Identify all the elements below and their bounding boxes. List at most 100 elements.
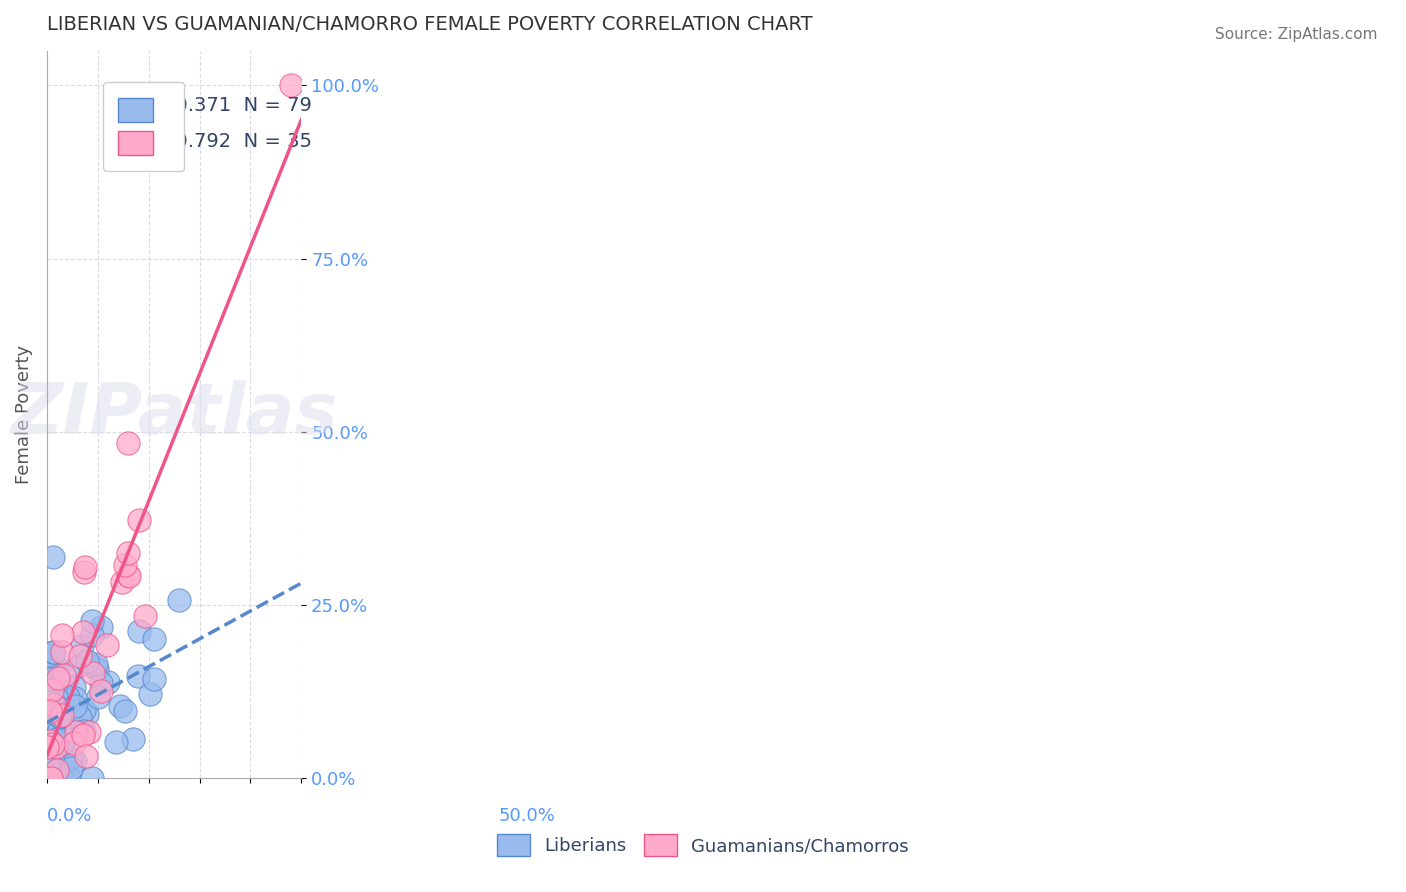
Point xyxy=(72,624,94,639)
Point xyxy=(38,673,60,687)
Point xyxy=(97,675,120,690)
Point xyxy=(37,734,59,748)
Point xyxy=(41,698,63,712)
Point xyxy=(42,698,65,712)
Text: LIBERIAN VS GUAMANIAN/CHAMORRO FEMALE POVERTY CORRELATION CHART: LIBERIAN VS GUAMANIAN/CHAMORRO FEMALE PO… xyxy=(46,15,813,34)
Point xyxy=(86,662,108,676)
Point xyxy=(46,671,69,685)
Point xyxy=(108,698,131,713)
Point xyxy=(82,665,104,680)
Point xyxy=(42,645,65,659)
Point xyxy=(56,690,79,704)
Point xyxy=(58,727,80,741)
Point xyxy=(42,737,65,751)
Point xyxy=(58,771,80,785)
Point xyxy=(117,546,139,560)
Point xyxy=(42,549,65,564)
Point xyxy=(65,724,87,739)
Point xyxy=(59,761,82,775)
Point xyxy=(46,674,69,689)
Point xyxy=(121,731,143,746)
Text: R = 0.792  N = 35: R = 0.792 N = 35 xyxy=(134,132,312,152)
Point xyxy=(73,565,96,579)
Point xyxy=(83,660,105,674)
Point xyxy=(104,735,127,749)
Point xyxy=(114,558,136,573)
Point xyxy=(49,710,72,724)
Point xyxy=(55,746,77,760)
Point xyxy=(38,674,60,689)
Point xyxy=(39,771,62,785)
Point xyxy=(44,696,66,710)
Point xyxy=(42,713,65,727)
Point xyxy=(75,560,97,574)
Point xyxy=(38,747,60,761)
Point xyxy=(59,709,82,723)
Point xyxy=(128,624,150,638)
Point xyxy=(41,657,63,671)
Point xyxy=(39,771,62,785)
Point xyxy=(72,728,94,742)
Point xyxy=(280,78,302,93)
Point xyxy=(80,614,103,628)
Text: 0.0%: 0.0% xyxy=(46,807,93,825)
Point xyxy=(117,567,139,582)
Point xyxy=(51,627,73,641)
Point xyxy=(51,708,73,723)
Point xyxy=(41,713,63,727)
Point xyxy=(49,771,72,785)
Point xyxy=(51,771,73,785)
Point xyxy=(63,698,86,713)
Point xyxy=(48,723,70,738)
Point xyxy=(63,680,86,694)
Point xyxy=(139,687,162,701)
Point xyxy=(53,771,76,785)
Point xyxy=(142,672,165,686)
Point xyxy=(69,709,91,723)
Point xyxy=(63,754,86,768)
Point xyxy=(90,620,112,634)
Point xyxy=(46,700,69,714)
Text: 50.0%: 50.0% xyxy=(499,807,555,825)
Text: Source: ZipAtlas.com: Source: ZipAtlas.com xyxy=(1215,27,1378,42)
Text: ZIPatlas: ZIPatlas xyxy=(10,380,337,449)
Point xyxy=(38,648,60,663)
Point xyxy=(42,645,65,659)
Legend: , : , xyxy=(103,82,184,170)
Point xyxy=(65,659,87,673)
Point xyxy=(90,676,112,690)
Point xyxy=(39,771,62,785)
Point xyxy=(134,608,156,623)
Point xyxy=(63,723,86,738)
Point xyxy=(37,739,59,754)
Point xyxy=(37,691,59,706)
Point xyxy=(76,707,98,722)
Point xyxy=(142,632,165,646)
Point xyxy=(51,645,73,659)
Point xyxy=(45,690,67,704)
Point xyxy=(45,731,67,746)
Point xyxy=(76,654,98,668)
Point xyxy=(37,658,59,673)
Point xyxy=(75,748,97,763)
Point xyxy=(39,734,62,748)
Point xyxy=(118,569,141,583)
Point xyxy=(53,723,76,737)
Point xyxy=(60,751,83,765)
Point xyxy=(41,751,63,765)
Point xyxy=(49,709,72,723)
Point xyxy=(114,704,136,718)
Point xyxy=(46,723,69,738)
Point xyxy=(46,731,69,745)
Point xyxy=(73,703,96,717)
Point xyxy=(62,736,84,750)
Point xyxy=(87,690,110,705)
Point xyxy=(45,764,67,778)
Text: R = 0.371  N = 79: R = 0.371 N = 79 xyxy=(134,95,312,115)
Point xyxy=(41,756,63,771)
Point xyxy=(70,639,93,653)
Point xyxy=(41,683,63,698)
Point xyxy=(46,737,69,751)
Point xyxy=(42,757,65,772)
Point xyxy=(96,638,118,652)
